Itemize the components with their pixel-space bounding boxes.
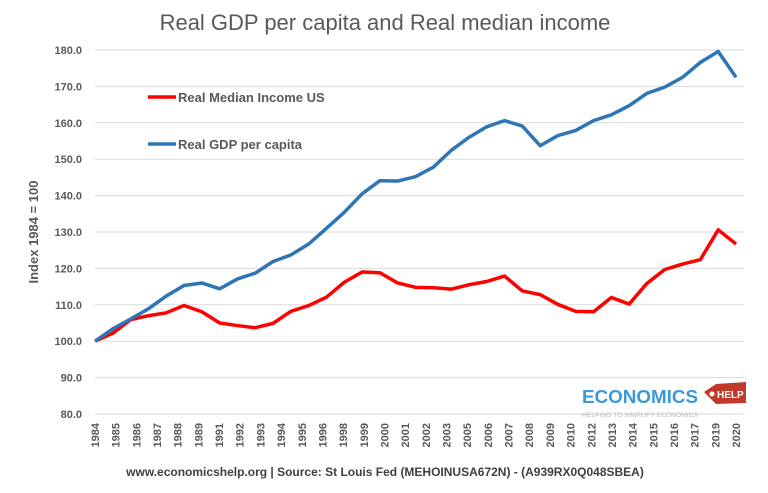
y-tick-label: 160.0 <box>54 118 82 130</box>
x-tick-label: 1985 <box>111 423 123 447</box>
logo-tag-hole <box>709 391 715 397</box>
x-tick-label: 1998 <box>338 423 350 447</box>
x-tick-label: 2013 <box>607 423 619 447</box>
x-tick-label: 1986 <box>131 423 143 447</box>
x-tick-label: 2003 <box>442 423 454 447</box>
x-tick-label: 2016 <box>669 423 681 447</box>
x-tick-label: 1994 <box>276 422 288 447</box>
x-tick-label: 2001 <box>400 423 412 447</box>
y-tick-label: 120.0 <box>54 263 82 275</box>
x-tick-label: 1995 <box>297 423 309 447</box>
y-axis-label: Index 1984 = 100 <box>26 181 41 284</box>
logo-tagline: HELPING TO SIMPLIFY ECONOMICS <box>582 413 698 419</box>
x-tick-label: 1988 <box>173 423 185 447</box>
chart-footer-source: www.economicshelp.org | Source: St Louis… <box>125 465 644 479</box>
x-tick-label: 2007 <box>504 423 516 447</box>
x-tick-label: 1984 <box>90 422 102 447</box>
legend: Real Median Income US Real GDP per capit… <box>148 90 325 152</box>
legend-label-median-income: Real Median Income US <box>178 90 325 105</box>
x-tick-label: 1991 <box>214 423 226 447</box>
y-tick-label: 130.0 <box>54 227 82 239</box>
x-tick-label: 2014 <box>628 422 640 447</box>
y-tick-label: 90.0 <box>61 373 82 385</box>
x-tick-label: 2002 <box>421 423 433 447</box>
y-tick-label: 80.0 <box>61 409 82 421</box>
chart-title: Real GDP per capita and Real median inco… <box>160 10 611 35</box>
x-tick-label: 1992 <box>235 423 247 447</box>
economics-help-logo: ECONOMICS HELP HELPING TO SIMPLIFY ECONO… <box>582 382 746 419</box>
y-tick-label: 170.0 <box>54 81 82 93</box>
y-tick-label: 140.0 <box>54 191 82 203</box>
x-tick-label: 2009 <box>545 423 557 447</box>
x-tick-label: 2006 <box>483 423 495 447</box>
x-tick-label: 2000 <box>379 423 391 447</box>
logo-text: ECONOMICS <box>582 387 698 407</box>
x-tick-label: 2008 <box>524 423 536 447</box>
y-tick-label: 110.0 <box>55 300 82 312</box>
logo-tag-text: HELP <box>717 390 744 401</box>
y-tick-label: 100.0 <box>54 336 82 348</box>
x-tick-label: 2012 <box>586 423 598 447</box>
x-tick-label: 1989 <box>193 423 205 447</box>
x-tick-label: 2010 <box>566 423 578 447</box>
y-tick-label: 150.0 <box>54 154 82 166</box>
x-tick-label: 1993 <box>255 423 267 447</box>
legend-label-gdp: Real GDP per capita <box>178 137 303 152</box>
x-tick-label: 1999 <box>359 423 371 447</box>
x-tick-label: 1996 <box>317 423 329 447</box>
x-tick-label: 2017 <box>690 423 702 447</box>
x-tick-label: 1987 <box>152 423 164 447</box>
logo-tag <box>704 382 746 404</box>
x-tick-label: 2020 <box>731 423 743 447</box>
x-tick-label: 2019 <box>710 423 722 447</box>
x-tick-label: 2005 <box>462 423 474 447</box>
y-tick-label: 180.0 <box>54 45 82 57</box>
x-tick-label: 2015 <box>648 423 660 447</box>
